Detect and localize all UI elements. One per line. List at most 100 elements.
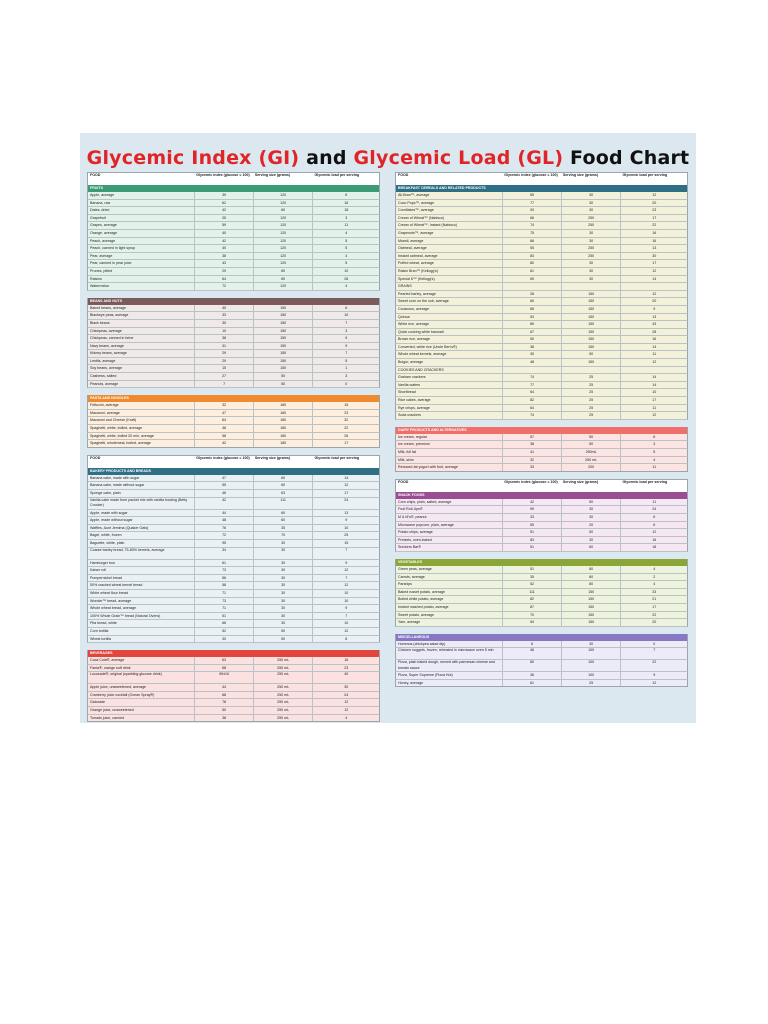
serving-size: 80 <box>560 565 621 573</box>
serving-size: 150 <box>252 327 313 335</box>
table-row: Navy beans, average 31 150 9 <box>87 342 380 351</box>
table-row: Baked russet potato, average 111 150 33 <box>395 588 688 597</box>
header-gl: Glycemic load per serving <box>314 173 360 177</box>
gl-value: 4 <box>312 714 379 722</box>
table-row: Chicken nuggets, frozen, reheated in mic… <box>395 648 688 661</box>
gi-value: 51 <box>502 529 561 536</box>
table-row: Fanta®, orange soft drink 68 250 mL 23 <box>87 664 380 673</box>
table-row: Instant oatmeal, average 83 250 30 <box>395 252 688 261</box>
food-name: Cranberry juice cocktail (Ocean Spray®) <box>90 692 155 697</box>
table-row: Watermelon 72 120 4 <box>87 283 380 291</box>
table-row: Peach, canned in light syrup 40 120 5 <box>87 245 380 253</box>
table-row: Puffed wheat, average 80 30 17 <box>395 260 688 268</box>
table-row: Cream of Wheat™, Instant (Nabisco) 74 250 2… <box>395 222 688 230</box>
table-row: Quick cooking white basmati 67 150 28 <box>395 328 688 337</box>
table-row: Converted, white rice (Uncle Ben's®) 38 15… <box>395 343 688 352</box>
food-name: Sweet potato, average <box>398 612 434 617</box>
food-name: Lucozade®, original (sparkling glucose d… <box>90 672 162 677</box>
food-name: Carrots, average <box>398 574 425 579</box>
gl-value: 33 <box>620 588 687 596</box>
food-name: Brown rice, average <box>398 337 430 342</box>
header-serving: Serving size (grams) <box>254 173 291 177</box>
serving-size: 150 <box>560 321 621 328</box>
gl-value: 22 <box>620 660 687 672</box>
serving-size: 150 <box>252 365 313 373</box>
food-name: Banana cake, made with sugar <box>90 475 140 480</box>
table-row: Brown rice, average 50 150 16 <box>395 336 688 344</box>
gl-value: 17 <box>620 603 687 611</box>
table-row: Coca Cola®, average 63 250 mL 16 <box>87 657 380 665</box>
gl-value: 21 <box>620 596 687 603</box>
serving-size: 60 <box>252 517 313 524</box>
gi-value: 42 <box>502 498 561 506</box>
food-name: Macaroni and Cheese (Kraft) <box>90 418 137 423</box>
serving-size: 120 <box>252 222 313 229</box>
section-header: BEVERAGES <box>87 650 380 658</box>
food-name: Couscous, average <box>398 306 429 311</box>
section-header: DAIRY PRODUCTS AND ALTERNATIVES <box>395 426 688 434</box>
gi-value: 38 <box>194 252 253 260</box>
gl-value: 5 <box>312 357 379 365</box>
gi-value: 60 <box>502 298 561 305</box>
header-gl: Glycemic load per serving <box>622 173 668 177</box>
gl-value: 12 <box>312 567 379 574</box>
food-name: Navy beans, average <box>90 343 124 348</box>
food-name: Gatorade <box>90 700 105 705</box>
serving-size: 25 <box>560 404 621 412</box>
serving-size: 30 <box>252 589 313 597</box>
section-header: MISCELLANEOUS <box>395 633 688 641</box>
gl-value: 4 <box>312 229 379 237</box>
serving-size: 150 <box>560 298 621 305</box>
serving-size: 60 <box>252 509 313 517</box>
gi-value: 38 <box>194 335 253 342</box>
gl-value: 12 <box>620 192 687 199</box>
food-name: Coco Pops™, average <box>398 200 435 205</box>
food-name: Cornflakes™, average <box>398 208 434 213</box>
serving-size: 50 <box>252 635 313 643</box>
food-name: GRAINS <box>398 284 412 289</box>
table-row: Milk, skim 32 250 mL 4 <box>395 456 688 465</box>
section-gap <box>395 627 688 634</box>
gl-value: 4 <box>620 581 687 588</box>
table-row: Cranberry juice cocktail (Ocean Spray®) 6… <box>87 691 380 700</box>
food-name: Pizza, plain baked dough, served with pa… <box>398 660 495 670</box>
left-column: FOOD Glycemic index (glucose = 100) Servin… <box>87 172 380 723</box>
header-food: FOOD <box>90 455 101 460</box>
food-name: Sweet corn on the cob, average <box>398 299 449 304</box>
gi-value: 71 <box>194 605 253 612</box>
header-gi: Glycemic index (glucose = 100) <box>504 173 558 177</box>
gi-value: 39 <box>194 192 253 199</box>
gi-value: 53 <box>502 313 561 321</box>
gi-value: 32 <box>194 402 253 409</box>
food-name: Macaroni, average <box>90 410 120 415</box>
gl-value: 3 <box>312 214 379 222</box>
gl-value: 12 <box>620 412 687 419</box>
food-name: Orange juice, unsweetened <box>90 708 134 713</box>
section-header: BEANS AND NUTS <box>87 297 380 305</box>
table-row: Banana cake, made without sugar 55 60 12 <box>87 482 380 490</box>
gl-value: 7 <box>620 648 687 660</box>
food-name: Pretzels, oven-baked <box>398 537 432 542</box>
gl-value: 11 <box>620 404 687 412</box>
serving-size <box>560 366 621 374</box>
gi-value: 64 <box>502 404 561 412</box>
gi-value: 55 <box>502 245 561 252</box>
serving-size: 250 mL <box>252 714 313 722</box>
gl-value: 20 <box>620 619 687 626</box>
gl-value: 11 <box>620 498 687 506</box>
table-row: Grapefruit 25 120 3 <box>87 214 380 223</box>
serving-size: 30 <box>560 275 621 283</box>
gl-value: 16 <box>312 657 379 664</box>
serving-size: 30 <box>560 207 621 214</box>
gi-value: 43 <box>194 260 253 267</box>
serving-size: 150 <box>560 336 621 343</box>
serving-size: 50 <box>560 498 621 506</box>
gi-value: 29 <box>194 357 253 365</box>
serving-size: 50 <box>252 373 313 380</box>
table-row: Macaroni and Cheese (Kraft) 64 180 32 <box>87 417 380 426</box>
gi-value: 93 <box>502 207 561 214</box>
table-row: Corn tortilla 52 50 12 <box>87 627 380 636</box>
gi-value <box>502 366 561 374</box>
gi-value <box>502 283 561 290</box>
food-name: Hummus (chickpea salad dip) <box>398 641 446 646</box>
